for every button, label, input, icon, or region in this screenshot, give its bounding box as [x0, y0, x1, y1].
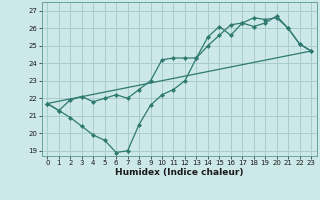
- X-axis label: Humidex (Indice chaleur): Humidex (Indice chaleur): [115, 168, 244, 177]
